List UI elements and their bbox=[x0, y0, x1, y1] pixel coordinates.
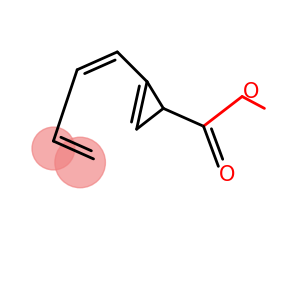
Circle shape bbox=[55, 137, 105, 188]
Text: O: O bbox=[243, 82, 259, 102]
Text: O: O bbox=[219, 165, 236, 185]
Circle shape bbox=[32, 127, 75, 170]
